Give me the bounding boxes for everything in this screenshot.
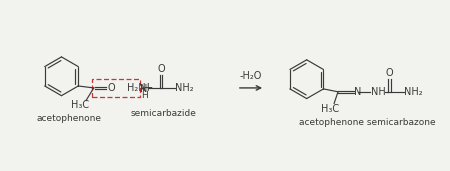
Text: acetophenone semicarbazone: acetophenone semicarbazone xyxy=(299,118,435,127)
Text: O: O xyxy=(157,64,165,74)
Text: semicarbazide: semicarbazide xyxy=(130,109,197,118)
Text: NH₂: NH₂ xyxy=(404,87,423,97)
Text: O: O xyxy=(108,83,116,93)
Text: NH₂: NH₂ xyxy=(175,83,194,93)
Text: H₃C: H₃C xyxy=(72,100,90,110)
Text: O: O xyxy=(386,68,393,78)
Text: N: N xyxy=(140,84,148,94)
Text: +: + xyxy=(143,81,153,94)
Text: N: N xyxy=(354,87,361,97)
Text: NH: NH xyxy=(371,87,386,97)
Text: -H₂O: -H₂O xyxy=(240,71,262,81)
Text: H₃C: H₃C xyxy=(320,104,339,114)
Bar xyxy=(92,79,140,97)
Text: H: H xyxy=(141,91,148,100)
Text: H₂N: H₂N xyxy=(127,83,145,93)
Text: acetophenone: acetophenone xyxy=(37,114,102,123)
